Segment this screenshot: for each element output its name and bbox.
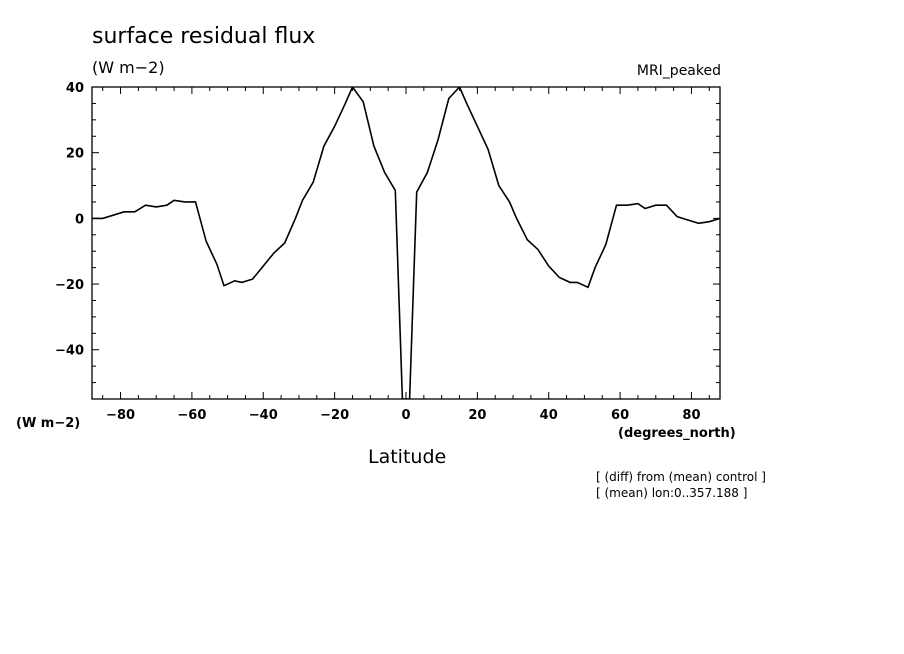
series-line xyxy=(92,87,720,399)
x-tick-label: −60 xyxy=(177,408,206,423)
x-tick-label: −20 xyxy=(320,408,349,423)
mean-note: [ (mean) lon:0..357.188 ] xyxy=(596,486,748,500)
chart-title: surface residual flux xyxy=(92,24,316,49)
y-tick-label: 20 xyxy=(66,147,84,162)
model-label: MRI_peaked xyxy=(636,63,721,79)
x-tick-label: 60 xyxy=(611,408,629,423)
x-axis-label: Latitude xyxy=(368,446,447,468)
x-axis-unit: (degrees_north) xyxy=(618,426,736,441)
y-tick-label: 0 xyxy=(75,212,84,227)
x-tick-label: 80 xyxy=(682,408,700,423)
chart-units: (W m−2) xyxy=(92,58,165,77)
diff-note: [ (diff) from (mean) control ] xyxy=(596,470,766,484)
y-axis-unit: (W m−2) xyxy=(16,416,81,431)
plot-frame xyxy=(91,86,721,400)
y-tick-label: −20 xyxy=(55,278,84,293)
x-tick-label: −80 xyxy=(106,408,135,423)
y-tick-label: 40 xyxy=(66,81,84,96)
x-tick-label: 20 xyxy=(468,408,486,423)
x-tick-label: 0 xyxy=(401,408,410,423)
y-tick-label: −40 xyxy=(55,344,84,359)
x-tick-label: 40 xyxy=(540,408,558,423)
x-tick-label: −40 xyxy=(249,408,278,423)
